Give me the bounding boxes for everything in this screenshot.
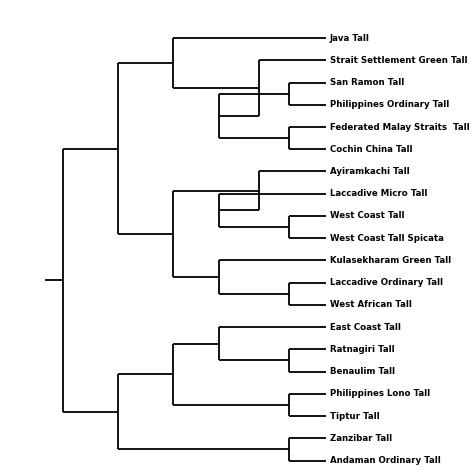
- Text: West African Tall: West African Tall: [329, 301, 411, 310]
- Text: Strait Settlement Green Tall: Strait Settlement Green Tall: [329, 56, 467, 65]
- Text: Laccadive Micro Tall: Laccadive Micro Tall: [329, 189, 427, 198]
- Text: Kulasekharam Green Tall: Kulasekharam Green Tall: [329, 256, 451, 265]
- Text: Ayiramkachi Tall: Ayiramkachi Tall: [329, 167, 409, 176]
- Text: Andaman Ordinary Tall: Andaman Ordinary Tall: [329, 456, 440, 465]
- Text: Federated Malay Straits  Tall: Federated Malay Straits Tall: [329, 122, 469, 131]
- Text: Ratnagiri Tall: Ratnagiri Tall: [329, 345, 394, 354]
- Text: Java Tall: Java Tall: [329, 34, 370, 43]
- Text: Philippines Lono Tall: Philippines Lono Tall: [329, 389, 430, 398]
- Text: East Coast Tall: East Coast Tall: [329, 323, 401, 332]
- Text: Laccadive Ordinary Tall: Laccadive Ordinary Tall: [329, 278, 443, 287]
- Text: Zanzibar Tall: Zanzibar Tall: [329, 434, 392, 443]
- Text: San Ramon Tall: San Ramon Tall: [329, 78, 404, 87]
- Text: Benaulim Tall: Benaulim Tall: [329, 367, 395, 376]
- Text: Philippines Ordinary Tall: Philippines Ordinary Tall: [329, 100, 449, 109]
- Text: West Coast Tall Spicata: West Coast Tall Spicata: [329, 234, 444, 243]
- Text: Cochin China Tall: Cochin China Tall: [329, 145, 412, 154]
- Text: West Coast Tall: West Coast Tall: [329, 211, 404, 220]
- Text: Tiptur Tall: Tiptur Tall: [329, 411, 379, 420]
